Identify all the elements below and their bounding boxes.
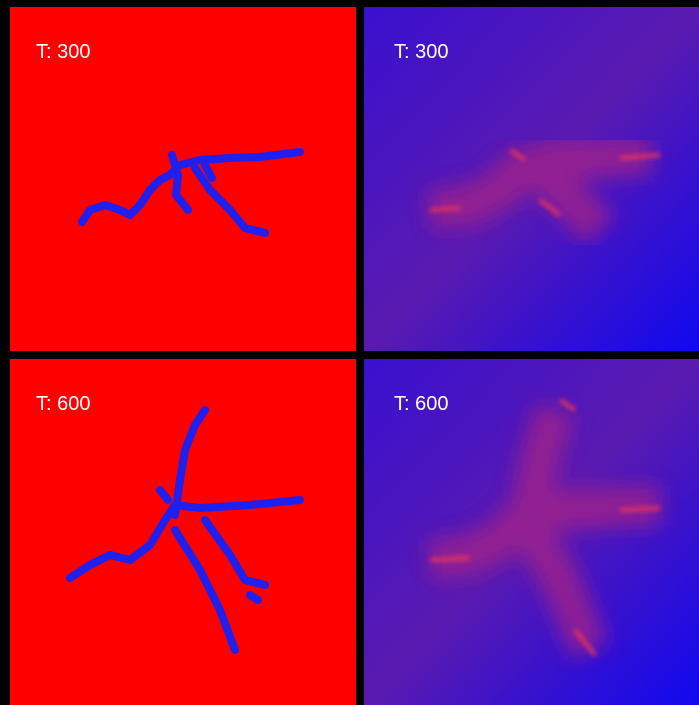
field-glow [427,404,661,658]
field-glow [427,135,652,245]
field-streak [429,398,661,657]
panel-label: T: 300 [394,41,448,63]
crack [66,406,304,654]
panel-label: T: 600 [36,393,90,415]
panel-bg [10,7,356,351]
panel-label: T: 600 [394,393,448,415]
crack [78,148,304,237]
field-streak [429,148,661,217]
panel-label: T: 300 [36,41,90,63]
panel-bg [10,359,356,705]
